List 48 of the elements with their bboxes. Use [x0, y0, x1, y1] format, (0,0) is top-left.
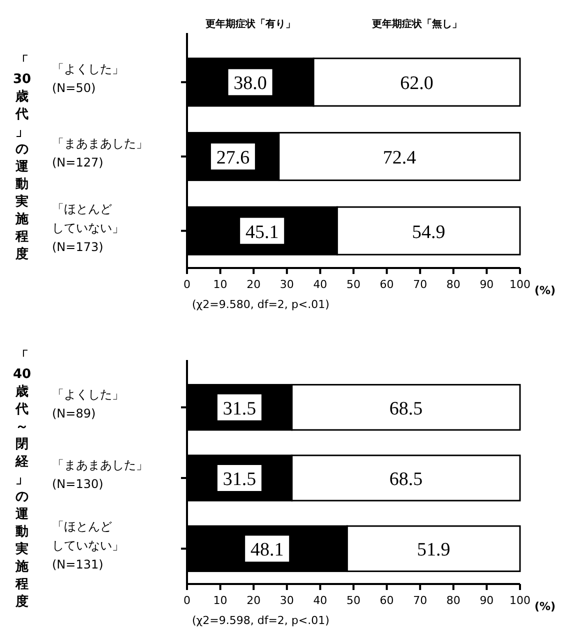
y-tick-label: 「よくした」 (N=89) — [52, 387, 124, 420]
x-tick-label: 30 — [280, 594, 294, 607]
x-tick-label: 40 — [313, 594, 328, 607]
data-label: 68.5 — [389, 469, 423, 490]
x-tick-label: 20 — [246, 594, 261, 607]
text: 「30歳代」の運動実施程度 — [12, 54, 32, 262]
x-tick-label: 40 — [313, 278, 328, 291]
x-tick-label: 90 — [480, 594, 494, 607]
x-tick-label: 50 — [346, 594, 360, 607]
x-tick-label: 60 — [380, 278, 394, 291]
data-label: 72.4 — [382, 148, 417, 168]
data-label: 31.5 — [222, 398, 256, 420]
y-tick-label: 「ほとんどしていない」 (N=173) — [52, 202, 124, 254]
data-label: 45.1 — [245, 222, 279, 243]
data-label: 48.1 — [250, 540, 284, 561]
data-label: 62.0 — [400, 73, 434, 94]
x-tick-label: 30 — [280, 278, 294, 291]
y-tick-label: 「ほとんどしていない」 (N=131) — [52, 520, 124, 572]
text: (χ2=9.598, df=2, p<.01) — [192, 614, 330, 627]
x-tick-label: 50 — [346, 278, 360, 291]
x-tick-label: 60 — [380, 594, 394, 607]
data-label: 51.9 — [416, 540, 450, 561]
text: 「40歳代～閉経」の運動実施程度 — [12, 350, 32, 610]
text: (χ2=9.580, df=2, p<.01) — [192, 298, 330, 311]
data-label: 31.5 — [222, 469, 256, 490]
y-tick-label: 「まあまあした」 (N=127) — [52, 136, 148, 170]
x-tick-label: 70 — [413, 594, 428, 607]
y-tick-label: 「よくした」 (N=50) — [52, 62, 124, 96]
x-tick-label: 80 — [446, 278, 460, 291]
x-tick-label: 90 — [480, 278, 494, 291]
x-tick-label: 0 — [184, 594, 190, 607]
x-axis-title: (%) — [534, 600, 556, 613]
data-label: 54.9 — [412, 222, 446, 243]
x-tick-label: 70 — [413, 278, 428, 291]
data-label: 38.0 — [234, 73, 267, 94]
x-tick-label: 10 — [213, 594, 228, 607]
x-tick-label: 10 — [213, 278, 228, 291]
x-tick-label: 100 — [510, 594, 530, 607]
x-tick-label: 100 — [510, 278, 530, 291]
x-tick-label: 20 — [246, 278, 261, 291]
y-tick-label: 「まあまあした」 (N=130) — [52, 458, 148, 491]
text: 更年期症状「無し」 — [372, 18, 462, 30]
x-axis-title: (%) — [534, 284, 556, 297]
x-tick-label: 80 — [446, 594, 460, 607]
x-tick-label: 0 — [184, 278, 190, 291]
text: 更年期症状「有り」 — [205, 18, 296, 30]
data-label: 68.5 — [389, 398, 423, 420]
data-label: 27.6 — [216, 148, 250, 168]
